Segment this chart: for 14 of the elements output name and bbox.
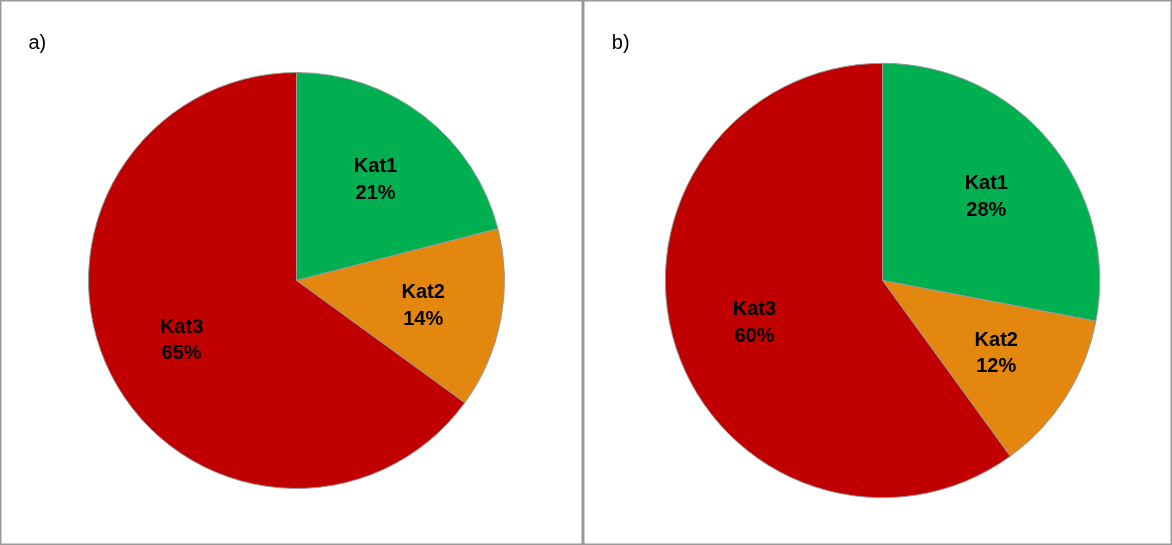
- data-label: 14%: [403, 306, 444, 329]
- slice-label: Kat1: [353, 154, 398, 177]
- data-label: 65%: [161, 341, 202, 364]
- data-label: 21%: [355, 180, 396, 203]
- data-label: 28%: [966, 197, 1007, 220]
- chart-title: b): [611, 30, 630, 53]
- slice-label: Kat2: [401, 280, 445, 303]
- slice-label: Kat3: [732, 297, 777, 320]
- data-label: 60%: [734, 323, 775, 346]
- slice-label: Kat1: [964, 171, 1008, 194]
- slice-label: Kat3: [159, 314, 204, 337]
- data-label: 12%: [976, 354, 1017, 377]
- chart-title: a): [28, 30, 47, 53]
- slice-label: Kat2: [974, 327, 1018, 350]
